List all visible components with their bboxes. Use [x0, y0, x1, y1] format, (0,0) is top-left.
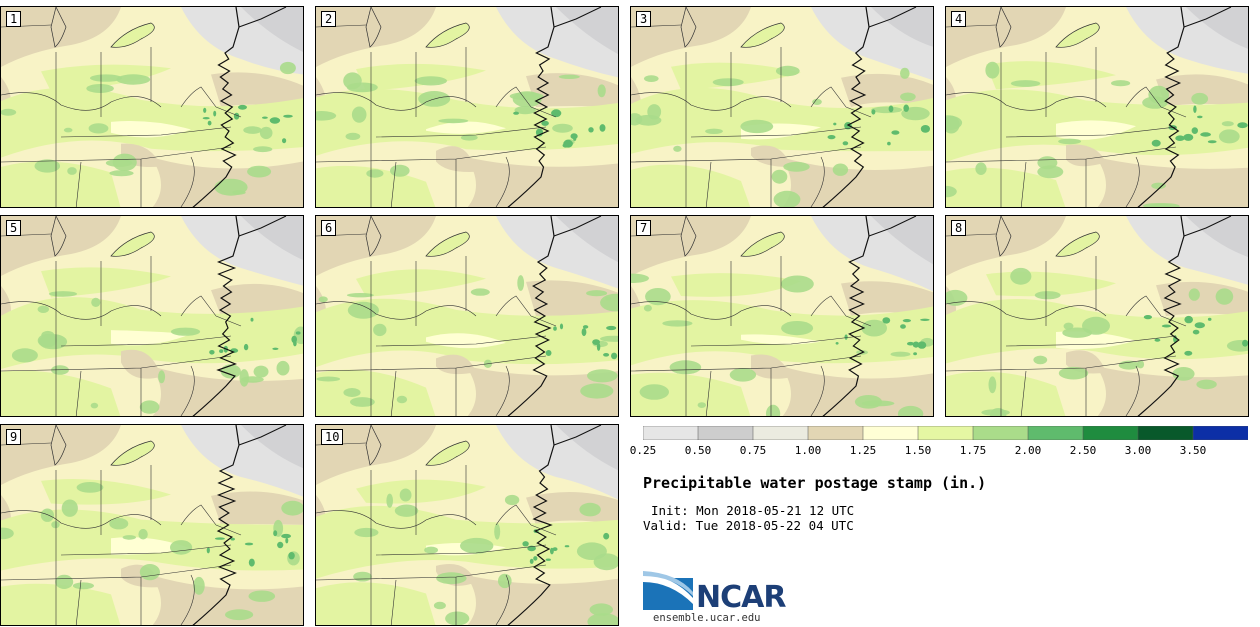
member-number-label: 7	[636, 220, 652, 236]
colorbar-tick-label: 1.00	[794, 444, 822, 457]
init-time: Init: Mon 2018-05-21 12 UTC	[651, 503, 855, 518]
postage-stamp-map: 8	[945, 215, 1249, 417]
colorbar	[643, 426, 1248, 440]
ncar-logo-icon	[643, 571, 693, 610]
precip-water-map	[946, 7, 1248, 207]
member-number-label: 10	[321, 429, 344, 445]
precip-water-map	[631, 7, 933, 207]
colorbar-tick-label: 0.50	[684, 444, 712, 457]
postage-stamp-map: 10	[315, 424, 619, 626]
colorbar-tick-label: 3.00	[1124, 444, 1152, 457]
colorbar-tick-label: 2.50	[1069, 444, 1097, 457]
colorbar-swatch	[1027, 426, 1084, 440]
colorbar-tick-label: 2.00	[1014, 444, 1042, 457]
precip-water-map	[316, 216, 618, 416]
colorbar-swatch	[1192, 426, 1248, 440]
colorbar-tick-label: 1.50	[904, 444, 932, 457]
precip-water-map	[1, 216, 303, 416]
colorbar-swatch	[643, 426, 699, 440]
member-number-label: 3	[636, 11, 652, 27]
precip-water-map	[946, 216, 1248, 416]
member-number-label: 5	[6, 220, 22, 236]
member-number-label: 4	[951, 11, 967, 27]
postage-stamp-map: 9	[0, 424, 304, 626]
member-number-label: 8	[951, 220, 967, 236]
colorbar-tick-label: 1.25	[849, 444, 877, 457]
precip-water-map	[316, 7, 618, 207]
colorbar-swatch	[862, 426, 919, 440]
postage-stamp-map: 4	[945, 6, 1249, 208]
precip-water-map	[1, 425, 303, 625]
colorbar-swatch	[1137, 426, 1194, 440]
colorbar-tick-label: 0.75	[739, 444, 767, 457]
precip-water-map	[1, 7, 303, 207]
colorbar-swatch	[697, 426, 754, 440]
colorbar-labels: 0.25 0.50 0.75 1.00 1.25 1.50 1.75 2.00 2.50 3.00…	[630, 444, 1260, 458]
logo-name: NCAR	[696, 580, 786, 615]
postage-stamp-map: 7	[630, 215, 934, 417]
postage-stamp-map: 1	[0, 6, 304, 208]
logo-url: ensemble.ucar.edu	[653, 612, 761, 624]
member-number-label: 2	[321, 11, 337, 27]
colorbar-swatch	[807, 426, 864, 440]
colorbar-swatch	[917, 426, 974, 440]
precip-water-map	[316, 425, 618, 625]
precip-water-map	[631, 216, 933, 416]
colorbar-swatch	[752, 426, 809, 440]
colorbar-tick-label: 0.25	[629, 444, 657, 457]
member-number-label: 6	[321, 220, 337, 236]
chart-title: Precipitable water postage stamp (in.)	[643, 474, 987, 492]
colorbar-tick-label: 1.75	[959, 444, 987, 457]
postage-stamp-map: 6	[315, 215, 619, 417]
postage-stamp-map: 3	[630, 6, 934, 208]
colorbar-swatch	[1082, 426, 1139, 440]
member-number-label: 1	[6, 11, 22, 27]
postage-stamp-map: 2	[315, 6, 619, 208]
postage-stamp-map: 5	[0, 215, 304, 417]
member-number-label: 9	[6, 429, 22, 445]
colorbar-swatch	[972, 426, 1029, 440]
colorbar-tick-label: 3.50	[1179, 444, 1207, 457]
valid-time: Valid: Tue 2018-05-22 04 UTC	[643, 518, 854, 533]
